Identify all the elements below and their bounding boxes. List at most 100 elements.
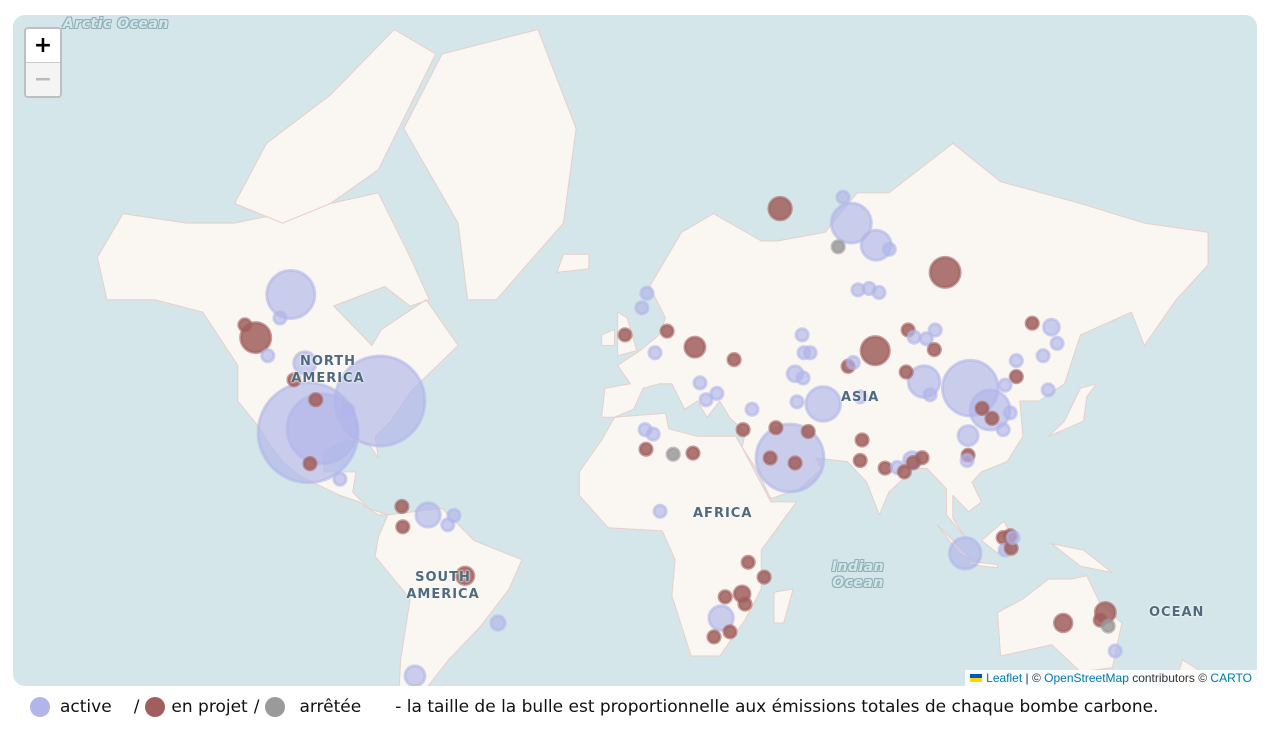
- bubble-active[interactable]: [927, 322, 943, 338]
- osm-link[interactable]: OpenStreetMap: [1044, 671, 1129, 685]
- bubble-active[interactable]: [1049, 335, 1065, 351]
- bubble-en-projet[interactable]: [974, 400, 990, 416]
- bubble-en-projet[interactable]: [394, 498, 410, 515]
- bubble-en-projet[interactable]: [659, 323, 675, 339]
- bubble-en-projet[interactable]: [617, 327, 633, 343]
- bubble-en-projet[interactable]: [706, 629, 722, 645]
- label-north-america: NORTH AMERICA: [291, 354, 365, 386]
- bubble-en-projet[interactable]: [928, 255, 962, 289]
- bubble-active[interactable]: [1005, 530, 1021, 546]
- bubble-en-projet[interactable]: [854, 432, 870, 448]
- bubble-active[interactable]: [802, 345, 818, 361]
- bubble-en-projet[interactable]: [859, 335, 891, 367]
- bubble-active[interactable]: [414, 501, 442, 529]
- zoom-in-button[interactable]: +: [26, 29, 60, 62]
- bubble-en-projet[interactable]: [1053, 612, 1074, 634]
- bubble-active[interactable]: [956, 424, 980, 448]
- bubble-active[interactable]: [489, 614, 507, 632]
- bubble-active[interactable]: [881, 241, 897, 257]
- bubble-en-projet[interactable]: [1008, 369, 1024, 385]
- bubble-en-projet[interactable]: [787, 455, 803, 471]
- bubble-active[interactable]: [340, 402, 356, 418]
- bubble-active[interactable]: [795, 370, 811, 386]
- bubble-active[interactable]: [1040, 382, 1056, 398]
- bubble-active[interactable]: [292, 350, 318, 376]
- bubble-active[interactable]: [692, 375, 708, 391]
- bubble-en-projet[interactable]: [302, 456, 318, 472]
- bubble-en-projet[interactable]: [395, 519, 411, 535]
- bubble-active[interactable]: [906, 329, 922, 345]
- bubble-active[interactable]: [1042, 317, 1061, 337]
- bubble-active[interactable]: [1008, 353, 1024, 369]
- bubble-en-projet[interactable]: [756, 569, 772, 585]
- bubble-active[interactable]: [647, 345, 663, 361]
- bubble-en-projet[interactable]: [984, 410, 1000, 426]
- land-iceland: [556, 253, 590, 273]
- bubble-active[interactable]: [947, 536, 983, 571]
- bubble-en-projet[interactable]: [926, 342, 942, 358]
- bubble-active[interactable]: [1107, 643, 1123, 659]
- bubble-active[interactable]: [652, 503, 668, 519]
- bubble-active[interactable]: [634, 300, 650, 316]
- map[interactable]: Arctic Ocean NORTH AMERICA ASIA AFRICA S…: [13, 15, 1257, 686]
- bubble-en-projet[interactable]: [898, 364, 914, 380]
- bubble-en-projet[interactable]: [717, 589, 733, 605]
- bubble-active[interactable]: [789, 394, 805, 410]
- bubble-active[interactable]: [918, 331, 934, 347]
- bubble-en-projet[interactable]: [735, 422, 751, 438]
- bubble-active[interactable]: [794, 327, 810, 343]
- bubble-active[interactable]: [995, 422, 1011, 438]
- bubble-active[interactable]: [959, 452, 975, 469]
- bubble-en-projet[interactable]: [737, 596, 753, 612]
- bubble-active[interactable]: [260, 348, 276, 364]
- bubble-en-projet[interactable]: [722, 624, 738, 640]
- bubble-en-projet[interactable]: [767, 195, 793, 222]
- bubble-active[interactable]: [285, 392, 359, 466]
- leaflet-link[interactable]: Leaflet: [986, 671, 1023, 685]
- bubble-arretee[interactable]: [830, 239, 846, 255]
- bubble-en-projet[interactable]: [308, 392, 324, 408]
- zoom-out-button[interactable]: −: [26, 62, 60, 96]
- bubble-en-projet[interactable]: [726, 352, 742, 368]
- bubble-active[interactable]: [272, 310, 288, 326]
- bubble-active[interactable]: [829, 201, 873, 245]
- bubble-active[interactable]: [744, 401, 760, 417]
- bubble-active[interactable]: [1035, 348, 1051, 364]
- bubble-en-projet[interactable]: [852, 452, 868, 469]
- bubble-active[interactable]: [1002, 405, 1018, 421]
- bubble-active[interactable]: [852, 389, 868, 405]
- bubble-en-projet[interactable]: [762, 450, 778, 466]
- bubble-arretee[interactable]: [665, 446, 681, 462]
- bubble-en-projet[interactable]: [896, 464, 912, 480]
- bubble-en-projet[interactable]: [683, 335, 707, 359]
- bubble-en-projet[interactable]: [685, 445, 701, 461]
- bubble-active[interactable]: [922, 387, 938, 403]
- bubble-active[interactable]: [645, 426, 661, 442]
- bubble-en-projet[interactable]: [286, 372, 302, 388]
- bubble-active[interactable]: [403, 664, 427, 686]
- bubble-active[interactable]: [997, 377, 1013, 393]
- bubble-active[interactable]: [709, 385, 725, 401]
- bubble-active[interactable]: [707, 604, 735, 632]
- carto-link[interactable]: CARTO: [1210, 671, 1252, 685]
- bubble-active[interactable]: [804, 385, 843, 423]
- bubble-active[interactable]: [871, 284, 887, 301]
- bubble-active[interactable]: [446, 507, 462, 524]
- bubble-active[interactable]: [265, 269, 317, 320]
- bubble-en-projet[interactable]: [237, 317, 253, 333]
- bubble-en-projet[interactable]: [768, 420, 784, 436]
- bubble-arretee[interactable]: [1100, 618, 1116, 634]
- bubble-active[interactable]: [698, 392, 714, 408]
- bubble-active[interactable]: [845, 354, 861, 371]
- bubble-en-projet[interactable]: [877, 460, 893, 476]
- bubble-active[interactable]: [332, 471, 348, 487]
- bubble-en-projet[interactable]: [454, 565, 476, 586]
- bubble-active[interactable]: [639, 285, 655, 301]
- bubble-active[interactable]: [835, 189, 851, 205]
- bubble-en-projet[interactable]: [638, 441, 654, 457]
- map-canvas[interactable]: [13, 15, 1257, 686]
- bubble-en-projet[interactable]: [914, 450, 930, 466]
- bubble-en-projet[interactable]: [800, 423, 816, 440]
- bubble-en-projet[interactable]: [1024, 315, 1040, 331]
- bubble-en-projet[interactable]: [740, 554, 756, 570]
